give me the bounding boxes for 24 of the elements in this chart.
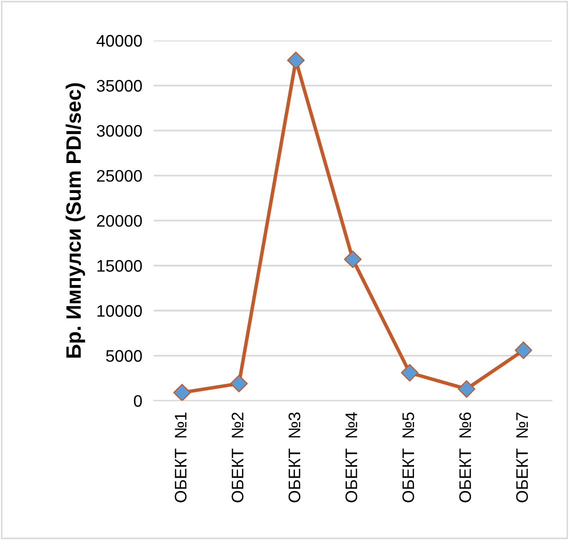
point bbox=[230, 374, 248, 392]
point bbox=[173, 384, 191, 401]
x-tick-label: ОБЕКТ №1 bbox=[174, 412, 187, 502]
y-tick-label: 35000 bbox=[96, 80, 142, 92]
point bbox=[458, 380, 476, 398]
point bbox=[400, 364, 418, 382]
y-tick-label: 40000 bbox=[96, 34, 142, 47]
y-tick-label: 30000 bbox=[96, 124, 142, 137]
y-tick-label: 20000 bbox=[97, 214, 142, 227]
y-tick-label: 25000 bbox=[97, 170, 142, 182]
y-axis-title: Бр. Импулси (Sum PDI/sec) bbox=[66, 83, 86, 358]
point bbox=[514, 341, 532, 360]
y-tick-label: 15000 bbox=[97, 260, 142, 272]
x-tick-label: ОБЕКТ №3 bbox=[288, 412, 300, 502]
x-tick-label: ОБЕКТ №7 bbox=[516, 412, 528, 502]
x-tick-label: ОБЕКТ №5 bbox=[402, 412, 414, 502]
x-tick-label: ОБЕКТ №2 bbox=[232, 412, 244, 502]
y-tick-label: 5000 bbox=[106, 350, 142, 362]
x-tick-label: ОБЕКТ №6 bbox=[459, 412, 472, 502]
point bbox=[287, 52, 305, 70]
y-tick-label: 10000 bbox=[97, 305, 142, 317]
x-tick-label: ОБЕКТ №4 bbox=[345, 412, 358, 502]
point bbox=[344, 250, 362, 268]
y-tick-label: 0 bbox=[134, 395, 142, 407]
